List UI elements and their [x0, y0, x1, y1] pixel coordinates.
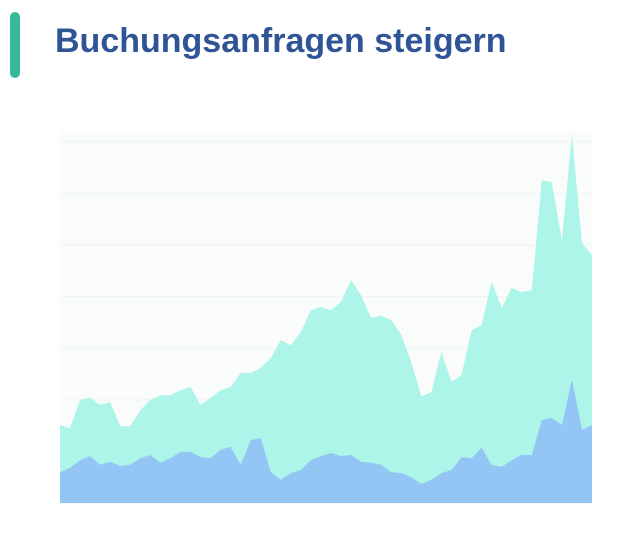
area: [60, 379, 592, 503]
area: [60, 134, 592, 504]
title-accent: [10, 12, 20, 78]
chart-title: Buchungsanfragen steigern: [55, 22, 507, 60]
